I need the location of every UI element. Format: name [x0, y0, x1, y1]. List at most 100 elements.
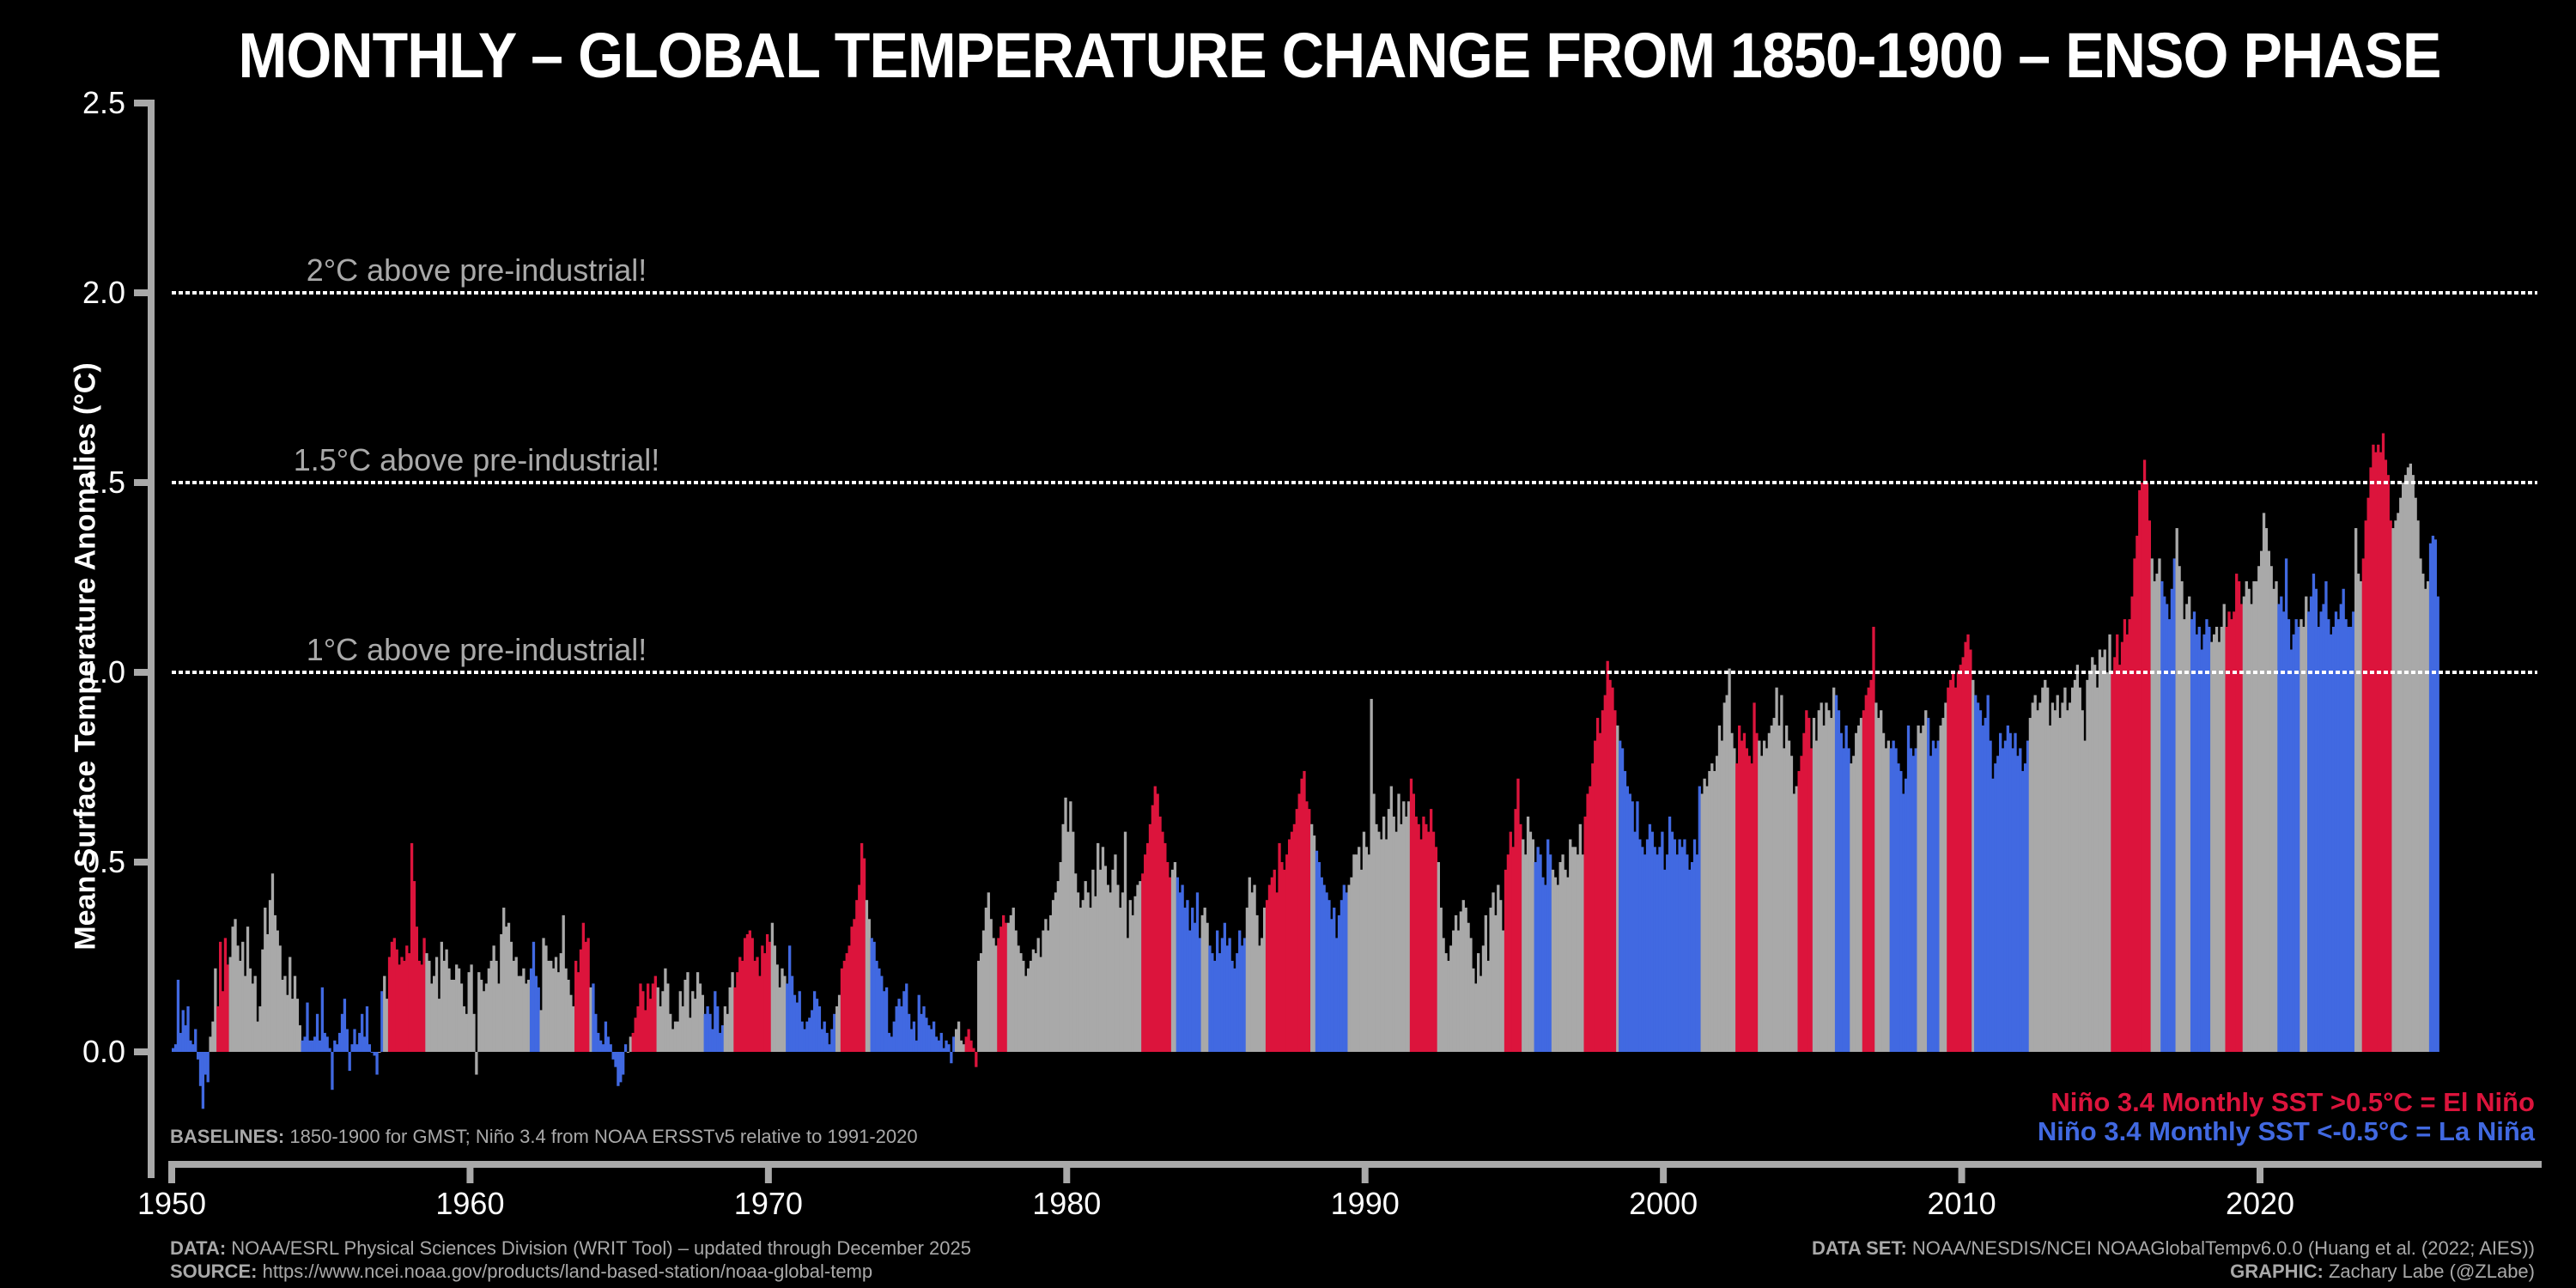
bar-1976-4 — [955, 1029, 958, 1052]
bar-2024-7 — [2394, 520, 2397, 1052]
bar-1954-2 — [293, 975, 297, 1052]
bar-1955-2 — [323, 1032, 326, 1052]
bar-1950-11 — [196, 1052, 200, 1060]
bar-2014-1 — [2081, 710, 2084, 1052]
bar-1979-1 — [1036, 938, 1040, 1052]
bar-1983-3 — [1161, 831, 1164, 1052]
bar-2009-7 — [1947, 687, 1950, 1052]
bar-1995-9 — [1534, 862, 1537, 1052]
bar-1977-10 — [999, 927, 1003, 1052]
bar-1995-8 — [1531, 839, 1534, 1052]
bar-1993-4 — [1461, 900, 1465, 1052]
bar-1960-8 — [487, 968, 490, 1052]
bar-1965-1 — [619, 1052, 623, 1083]
bar-2005-10 — [1834, 695, 1838, 1052]
bar-1986-6 — [1258, 945, 1261, 1052]
bar-1951-11 — [226, 964, 229, 1052]
bar-2017-8 — [2188, 596, 2191, 1052]
bar-1953-1 — [261, 949, 264, 1052]
bar-1963-4 — [567, 980, 570, 1052]
bar-1992-12 — [1452, 930, 1455, 1052]
bar-1975-2 — [920, 1013, 923, 1052]
bar-1986-7 — [1261, 938, 1264, 1052]
bar-2018-8 — [2217, 641, 2221, 1052]
bar-1953-5 — [270, 873, 275, 1052]
bar-1961-7 — [514, 957, 518, 1052]
bar-2014-7 — [2095, 687, 2099, 1052]
bar-2021-2 — [2292, 634, 2295, 1052]
bar-2021-9 — [2309, 596, 2313, 1052]
bar-1999-8 — [1650, 831, 1654, 1052]
bar-1988-1 — [1305, 801, 1309, 1052]
bar-1977-12 — [1004, 922, 1008, 1052]
bar-1992-11 — [1449, 945, 1453, 1052]
bar-2015-10 — [2133, 558, 2136, 1052]
bar-2023-8 — [2366, 497, 2370, 1052]
bar-1954-10 — [313, 1036, 317, 1052]
bar-1950-7 — [186, 1005, 190, 1052]
bar-1957-9 — [400, 957, 404, 1052]
bar-2011-7 — [2006, 725, 2009, 1052]
bar-1976-8 — [964, 1036, 968, 1052]
bar-1999-5 — [1643, 854, 1647, 1052]
bar-1959-6 — [453, 980, 456, 1052]
bar-2022-6 — [2331, 626, 2336, 1052]
bar-2001-11 — [1717, 725, 1722, 1052]
bar-2003-5 — [1762, 740, 1766, 1052]
bar-2022-10 — [2342, 588, 2345, 1052]
bar-1961-8 — [517, 975, 520, 1052]
bar-1956-5 — [361, 1013, 364, 1052]
bar-2011-6 — [2003, 740, 2008, 1052]
bar-1973-2 — [860, 842, 864, 1052]
bar-1971-11 — [823, 1021, 826, 1052]
bar-2007-8 — [1889, 748, 1893, 1052]
bar-1960-4 — [477, 972, 481, 1052]
bar-2005-8 — [1830, 718, 1833, 1052]
bar-2006-3 — [1847, 748, 1850, 1052]
bar-1973-12 — [884, 987, 889, 1052]
bar-1964-4 — [597, 1032, 600, 1052]
bar-1972-3 — [833, 1013, 836, 1052]
bar-1972-4 — [835, 1005, 839, 1052]
y-tick-label: 1.0 — [82, 654, 125, 690]
bar-2005-3 — [1817, 710, 1820, 1052]
bar-2011-1 — [1991, 778, 1995, 1052]
bar-1952-3 — [236, 945, 240, 1052]
bar-2010-8 — [1978, 710, 1983, 1052]
bar-1973-8 — [875, 960, 878, 1052]
bar-2025-10 — [2431, 535, 2435, 1052]
bar-1987-5 — [1285, 854, 1289, 1052]
bar-2010-12 — [1989, 740, 1992, 1052]
bar-1972-12 — [855, 900, 859, 1052]
bar-1980-3 — [1072, 831, 1075, 1052]
bar-1954-11 — [315, 1013, 319, 1052]
bar-1989-6 — [1347, 884, 1351, 1052]
bar-2019-12 — [2257, 566, 2261, 1052]
bar-1957-1 — [380, 991, 384, 1052]
bar-2002-11 — [1747, 756, 1751, 1052]
bar-2024-2 — [2381, 433, 2385, 1052]
bar-1983-10 — [1178, 892, 1182, 1052]
bar-1971-10 — [820, 1029, 823, 1052]
bar-1976-5 — [957, 1021, 961, 1052]
bar-2007-2 — [1874, 702, 1878, 1052]
bar-1965-6 — [631, 1032, 635, 1052]
bar-2013-12 — [2078, 687, 2081, 1052]
bar-2007-6 — [1884, 748, 1888, 1052]
bar-1982-10 — [1148, 823, 1152, 1052]
bar-1995-11 — [1539, 854, 1542, 1052]
bar-1991-2 — [1397, 793, 1400, 1052]
bar-2020-12 — [2287, 619, 2291, 1052]
bar-1977-3 — [981, 930, 986, 1052]
bar-2001-8 — [1710, 763, 1714, 1052]
bar-2023-2 — [2352, 611, 2355, 1052]
bar-1989-8 — [1352, 854, 1356, 1052]
bar-2003-12 — [1780, 695, 1783, 1052]
bar-1988-10 — [1327, 900, 1331, 1052]
bar-2004-7 — [1797, 770, 1801, 1052]
bar-1979-9 — [1056, 881, 1060, 1052]
bar-1967-3 — [683, 980, 687, 1052]
bar-2005-12 — [1839, 732, 1843, 1052]
bar-2015-6 — [2123, 619, 2127, 1052]
bar-1996-6 — [1556, 884, 1559, 1052]
